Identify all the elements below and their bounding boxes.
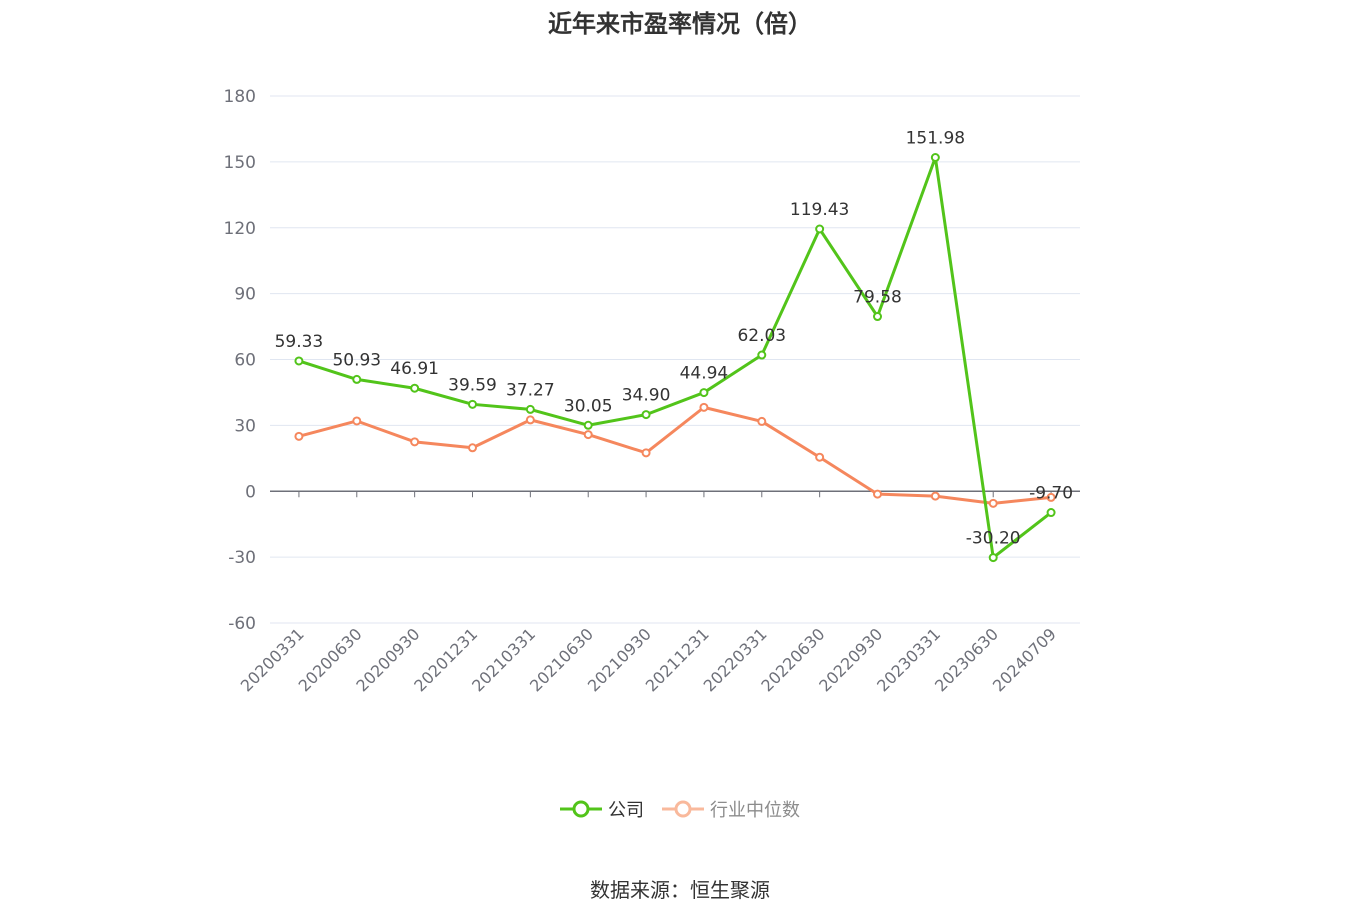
company-data-point[interactable] (988, 553, 998, 563)
y-tick-label: 120 (224, 219, 256, 239)
company-data-label: 62.03 (737, 326, 786, 346)
company-data-point[interactable] (641, 410, 651, 420)
industry-series-line (298, 405, 1052, 505)
industry-data-point[interactable] (468, 443, 477, 453)
company-data-point[interactable] (468, 399, 477, 409)
x-tick-label: 20240709 (989, 624, 1060, 695)
company-data-label: 46.91 (390, 359, 439, 379)
company-data-point[interactable] (525, 404, 535, 414)
company-data-label: 37.27 (506, 380, 555, 400)
company-data-label: 44.94 (680, 364, 729, 384)
company-data-point[interactable] (757, 350, 767, 360)
source-note: 数据来源：恒生聚源 (590, 878, 770, 902)
company-data-label: 119.43 (790, 200, 849, 220)
company-data-label: 50.93 (332, 350, 381, 370)
chart-title: 近年来市盈率情况（倍） (548, 10, 812, 38)
company-data-label: 59.33 (275, 332, 324, 352)
company-data-point[interactable] (930, 153, 940, 163)
legend-company-label: 公司 (608, 800, 644, 821)
company-data-label: 34.90 (622, 386, 671, 406)
industry-data-point[interactable] (410, 437, 420, 447)
y-tick-label: 180 (224, 87, 256, 107)
legend-item-company[interactable]: 公司 (560, 796, 644, 822)
legend-item-industry[interactable]: 行业中位数 (662, 796, 800, 822)
industry-data-point[interactable] (352, 416, 362, 426)
company-data-label: 39.59 (448, 375, 497, 395)
y-tick-label: 150 (224, 153, 256, 173)
industry-data-point[interactable] (930, 491, 940, 501)
industry-data-point[interactable] (525, 415, 535, 425)
industry-data-point[interactable] (873, 489, 882, 499)
company-data-point[interactable] (1046, 508, 1056, 518)
company-data-label: -30.20 (966, 529, 1021, 549)
y-tick-label: 30 (234, 416, 256, 436)
company-data-point[interactable] (699, 388, 709, 398)
company-data-label: -9.70 (1029, 484, 1073, 504)
industry-data-point[interactable] (988, 498, 998, 508)
industry-data-point[interactable] (583, 430, 593, 440)
company-data-point[interactable] (815, 224, 825, 234)
y-tick-label: -30 (228, 548, 256, 568)
company-data-point[interactable] (583, 420, 593, 430)
company-data-point[interactable] (352, 374, 362, 384)
industry-data-point[interactable] (1046, 492, 1056, 502)
legend: 公司 行业中位数 (0, 796, 1360, 822)
company-data-point[interactable] (294, 356, 304, 366)
industry-data-point[interactable] (294, 431, 304, 441)
company-data-label: 30.05 (564, 396, 613, 416)
y-tick-label: -60 (228, 614, 256, 634)
y-tick-label: 90 (234, 285, 256, 305)
y-tick-label: 60 (234, 351, 256, 371)
industry-data-point[interactable] (641, 448, 651, 458)
company-data-label: 151.98 (906, 129, 965, 149)
industry-data-point[interactable] (699, 402, 709, 412)
industry-data-point[interactable] (757, 416, 767, 426)
legend-industry-label: 行业中位数 (710, 800, 800, 821)
y-tick-label: 0 (245, 482, 256, 502)
industry-data-point[interactable] (815, 452, 825, 462)
legend-company-marker-icon (560, 800, 602, 818)
grid-lines (270, 95, 1080, 624)
company-series-line (298, 156, 1052, 560)
company-data-label: 79.58 (853, 288, 902, 308)
legend-industry-marker-icon (662, 800, 704, 818)
company-data-point[interactable] (873, 312, 882, 322)
company-data-point[interactable] (410, 383, 420, 393)
series-lines (294, 153, 1056, 563)
data-labels: 59.33 50.93 46.91 39.59 37.27 30.05 34.90 44.94… (275, 129, 1073, 549)
